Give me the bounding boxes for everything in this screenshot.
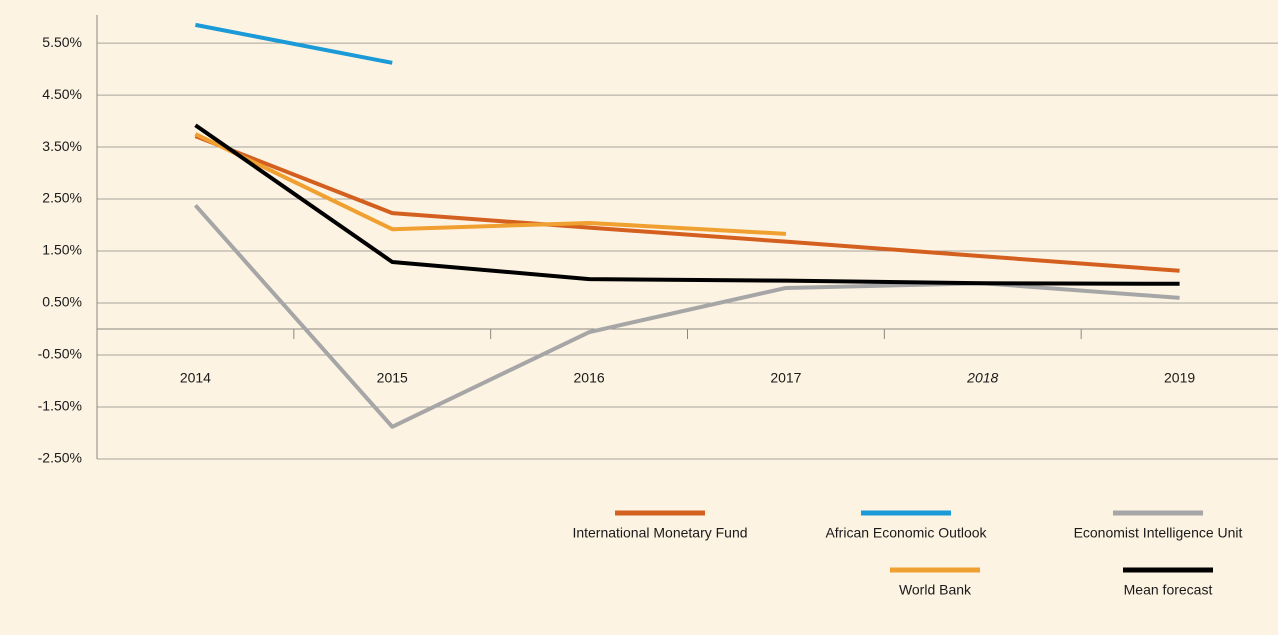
series-line (193, 203, 1180, 429)
legend-label: Economist Intelligence Unit (1074, 525, 1243, 541)
x-tick-label: 2018 (966, 370, 998, 386)
y-tick-label: 2.50% (42, 190, 82, 206)
y-tick-label: 0.50% (42, 294, 82, 310)
y-tick-label: 4.50% (42, 86, 82, 102)
y-tick-label: 1.50% (42, 242, 82, 258)
series-line (195, 22, 393, 65)
y-tick-label: 3.50% (42, 138, 82, 154)
y-tick-label: -1.50% (38, 398, 82, 414)
legend-label: Mean forecast (1124, 582, 1213, 598)
x-tick-label: 2015 (377, 370, 408, 386)
y-tick-label: 5.50% (42, 34, 82, 50)
series-line (194, 123, 1180, 286)
x-tick-label: 2019 (1164, 370, 1195, 386)
x-tick-label: 2014 (180, 370, 211, 386)
legend-label: World Bank (899, 582, 972, 598)
series-line (194, 134, 1180, 273)
y-tick-label: -2.50% (38, 450, 82, 466)
x-tick-label: 2017 (770, 370, 801, 386)
legend-label: International Monetary Fund (572, 525, 747, 541)
x-tick-label: 2016 (574, 370, 605, 386)
y-tick-label: -0.50% (38, 346, 82, 362)
series-line (194, 132, 787, 236)
legend-label: African Economic Outlook (825, 525, 987, 541)
